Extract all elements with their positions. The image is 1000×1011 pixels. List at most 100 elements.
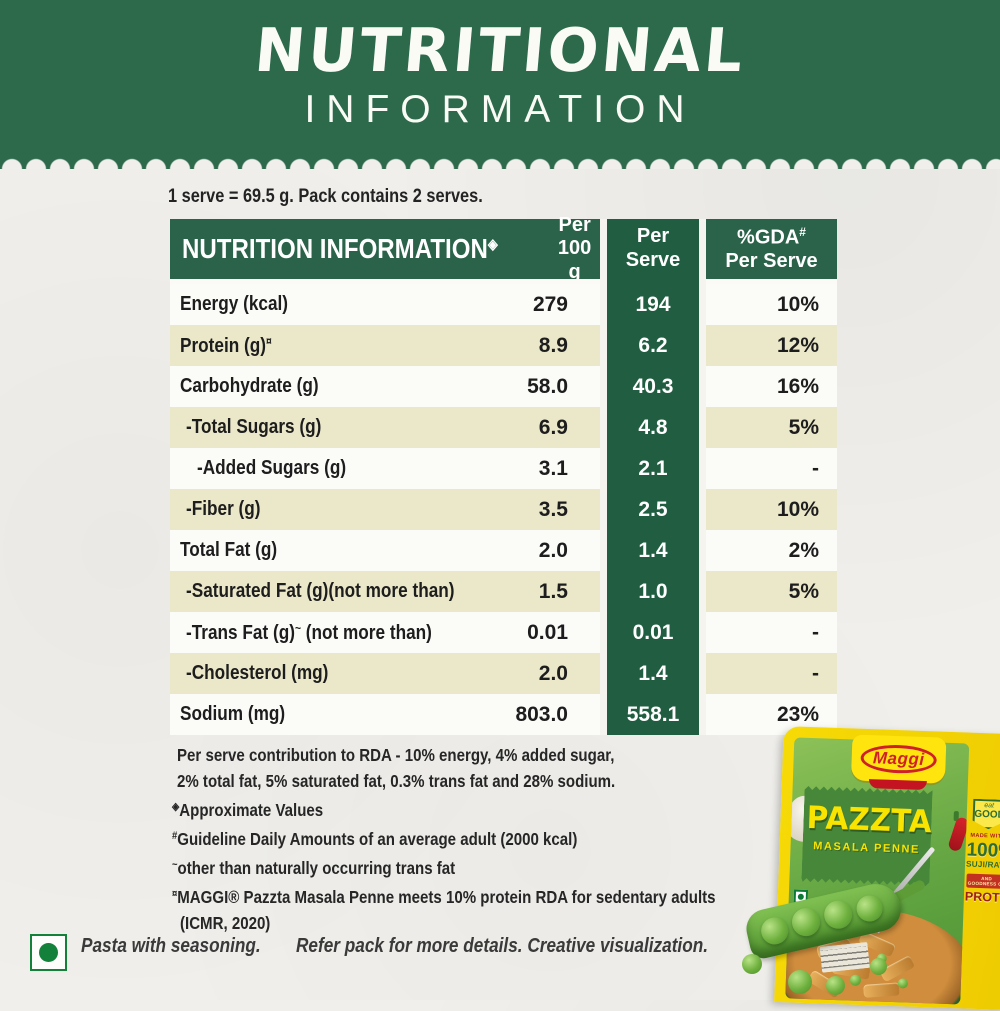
- serving-note: 1 serve = 69.5 g. Pack contains 2 serves…: [168, 186, 483, 207]
- row-label: -Cholesterol (mg): [186, 662, 329, 684]
- row-label: Energy (kcal): [180, 293, 289, 315]
- value-per-serve: 40.3: [607, 366, 699, 407]
- column-header-gda: %GDA# Per Serve: [706, 219, 837, 279]
- footnote-icmr: (ICMR, 2020): [180, 913, 271, 933]
- pea: [853, 892, 886, 925]
- footnote-protein-rda: ¤MAGGI® Pazzta Masala Penne meets 10% pr…: [172, 887, 716, 907]
- column-gutter: [699, 219, 706, 279]
- maggi-logo: Maggi: [850, 734, 947, 784]
- row-label: Total Fat (g): [180, 539, 278, 561]
- table-row-saturated-fat: -Saturated Fat (g)(not more than) 1.5 1.…: [170, 571, 837, 612]
- row-label: -Total Sugars (g): [186, 416, 322, 438]
- nutrition-table: NUTRITION INFORMATION◈ Per 100 g Per Serve…: [170, 214, 837, 735]
- loose-pea: [826, 976, 845, 995]
- footnote-rda-line2: 2% total fat, 5% saturated fat, 0.3% tra…: [177, 771, 616, 791]
- pea-pod: [742, 879, 906, 961]
- value-per-serve: 558.1: [607, 694, 699, 735]
- value-per-100g: 6.9: [538, 415, 568, 439]
- table-row-added-sugars: -Added Sugars (g) 3.1 2.1 -: [170, 448, 837, 489]
- table-row-total-sugars: -Total Sugars (g) 6.9 4.8 5%: [170, 407, 837, 448]
- row-label: -Fiber (g): [186, 498, 261, 520]
- value-per-serve: 2.1: [607, 448, 699, 489]
- value-gda: 10%: [706, 489, 837, 530]
- value-per-100g: 3.1: [538, 456, 568, 480]
- header-banner: NUTRITIONAL INFORMATION: [0, 0, 1000, 154]
- hash-superscript: #: [799, 224, 806, 239]
- value-per-serve: 4.8: [607, 407, 699, 448]
- pea: [758, 914, 791, 948]
- pea: [789, 905, 823, 939]
- vegetarian-dot-icon: [39, 943, 58, 962]
- value-per-100g: 2.0: [538, 538, 568, 562]
- row-label: Carbohydrate (g): [180, 375, 319, 397]
- value-gda: -: [706, 653, 837, 694]
- value-per-100g: 803.0: [515, 702, 568, 726]
- value-gda: 5%: [706, 571, 837, 612]
- pea: [821, 897, 855, 932]
- value-gda: 12%: [706, 325, 837, 366]
- row-label: Sodium (mg): [180, 703, 286, 725]
- value-per-100g: 8.9: [538, 333, 568, 357]
- footnote-gda-definition: #Guideline Daily Amounts of an average a…: [172, 829, 578, 849]
- footnote-rda-line1: Per serve contribution to RDA - 10% ener…: [177, 745, 615, 765]
- loose-pea: [788, 970, 812, 994]
- page-title: NUTRITIONAL: [251, 16, 749, 86]
- footnote-approximate-values: ◈Approximate Values: [172, 800, 324, 820]
- row-label: -Saturated Fat (g)(not more than): [186, 580, 455, 602]
- pea-pod-illustration: [742, 858, 1000, 1000]
- table-row-sodium: Sodium (mg) 803.0 558.1 23%: [170, 694, 837, 735]
- table-row-total-fat: Total Fat (g) 2.0 1.4 2%: [170, 530, 837, 571]
- row-label: -Added Sugars (g): [197, 457, 347, 479]
- value-per-100g: 58.0: [527, 374, 568, 398]
- table-header-left: NUTRITION INFORMATION◈ Per 100 g: [170, 214, 600, 283]
- value-gda: 2%: [706, 530, 837, 571]
- value-per-serve: 2.5: [607, 489, 699, 530]
- value-per-serve: 6.2: [607, 325, 699, 366]
- diamond-superscript: ◈: [487, 236, 498, 253]
- disclaimer-text: Pasta with seasoning. Refer pack for mor…: [81, 935, 708, 957]
- value-per-serve: 0.01: [607, 612, 699, 653]
- value-gda: 23%: [706, 694, 837, 735]
- value-gda: 16%: [706, 366, 837, 407]
- loose-pea: [870, 958, 887, 975]
- column-header-per-100g: Per 100 g: [557, 213, 592, 283]
- value-gda: -: [706, 448, 837, 489]
- row-label: Protein (g)¤: [180, 333, 272, 357]
- header-row-gap: [170, 279, 837, 284]
- table-title: NUTRITION INFORMATION◈: [182, 233, 498, 264]
- value-gda: -: [706, 612, 837, 653]
- tilde-superscript: ~: [294, 620, 301, 635]
- value-per-serve: 194: [607, 284, 699, 325]
- value-per-100g: 0.01: [527, 620, 568, 644]
- footnotes: Per serve contribution to RDA - 10% ener…: [172, 742, 772, 936]
- eat-good-badge: eat GOOD: [972, 799, 1000, 830]
- table-row-protein: Protein (g)¤ 8.9 6.2 12%: [170, 325, 837, 366]
- footnote-trans-fat: ~other than naturally occurring trans fa…: [172, 858, 456, 878]
- value-per-100g: 1.5: [538, 579, 568, 603]
- table-row-fiber: -Fiber (g) 3.5 2.5 10%: [170, 489, 837, 530]
- table-row-energy: Energy (kcal) 279 194 10%: [170, 284, 837, 325]
- value-per-100g: 279: [532, 292, 568, 316]
- page-subtitle: INFORMATION: [304, 88, 696, 131]
- column-header-per-serve: Per Serve: [607, 219, 699, 279]
- table-row-trans-fat: -Trans Fat (g)~ (not more than) 0.01 0.0…: [170, 612, 837, 653]
- value-gda: 5%: [706, 407, 837, 448]
- table-row-carbohydrate: Carbohydrate (g) 58.0 40.3 16%: [170, 366, 837, 407]
- column-gutter: [600, 219, 607, 279]
- table-row-cholesterol: -Cholesterol (mg) 2.0 1.4 -: [170, 653, 837, 694]
- vegetarian-mark-icon: [30, 934, 67, 971]
- value-per-serve: 1.4: [607, 653, 699, 694]
- loose-pea: [742, 954, 762, 974]
- value-per-100g: 2.0: [538, 661, 568, 685]
- maggi-brand-text: Maggi: [860, 743, 937, 775]
- product-name: PAZZTA: [806, 799, 933, 841]
- row-label: -Trans Fat (g)~ (not more than): [186, 620, 432, 644]
- veg-note: Pasta with seasoning. Refer pack for mor…: [30, 934, 775, 971]
- scallop-border: [0, 154, 1000, 169]
- value-per-serve: 1.0: [607, 571, 699, 612]
- value-per-100g: 3.5: [538, 497, 568, 521]
- table-header: NUTRITION INFORMATION◈ Per 100 g Per Serve…: [170, 214, 837, 283]
- currency-superscript: ¤: [266, 333, 272, 348]
- value-per-serve: 1.4: [607, 530, 699, 571]
- value-gda: 10%: [706, 284, 837, 325]
